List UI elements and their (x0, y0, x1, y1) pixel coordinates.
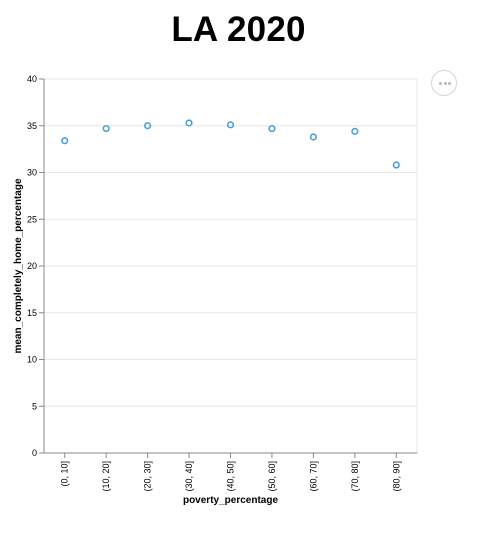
y-axis-title: mean_completely_home_percentage (13, 178, 24, 354)
y-tick-label: 25 (27, 214, 37, 224)
x-tick-label: (10, 20] (101, 461, 111, 492)
ellipsis-icon (439, 82, 442, 85)
data-point (102, 124, 110, 133)
y-tick-label: 0 (32, 448, 37, 458)
x-tick-label: (0, 10] (60, 461, 70, 487)
data-point (268, 124, 276, 133)
chart-title: LA 2020 (171, 10, 306, 49)
data-point (351, 127, 359, 135)
x-tick-label: (30, 40] (184, 461, 194, 492)
x-tick-label: (40, 50] (226, 461, 236, 492)
data-points (61, 119, 400, 169)
x-axis-title: poverty_percentage (183, 495, 278, 506)
data-point (61, 137, 69, 145)
ellipsis-icon (448, 82, 451, 85)
grid-lines (44, 78, 418, 453)
y-tick-label: 30 (27, 168, 37, 178)
x-tick-label: (70, 80] (350, 461, 360, 492)
y-tick-label: 5 (32, 401, 37, 411)
y-axis-ticks: 0 5 10 15 20 25 30 35 40 (27, 74, 44, 458)
x-axis-ticks: (0, 10] (10, 20] (20, 30] (30, 40] (40, 50] (… (60, 453, 401, 492)
data-point (309, 133, 317, 141)
y-tick-label: 20 (27, 261, 37, 271)
y-tick-label: 10 (27, 355, 37, 365)
data-point (226, 121, 235, 129)
x-tick-label: (60, 70] (308, 461, 318, 492)
data-point (185, 119, 193, 127)
x-tick-label: (80, 90] (391, 461, 401, 492)
ellipsis-icon (443, 82, 447, 85)
x-tick-label: (50, 60] (267, 461, 277, 492)
x-tick-label: (20, 30] (143, 461, 153, 492)
data-point (144, 122, 152, 130)
actions-menu-button[interactable] (431, 70, 457, 96)
y-tick-label: 35 (27, 121, 37, 131)
y-tick-label: 40 (27, 74, 37, 84)
y-tick-label: 15 (27, 308, 37, 318)
data-point (392, 161, 400, 169)
